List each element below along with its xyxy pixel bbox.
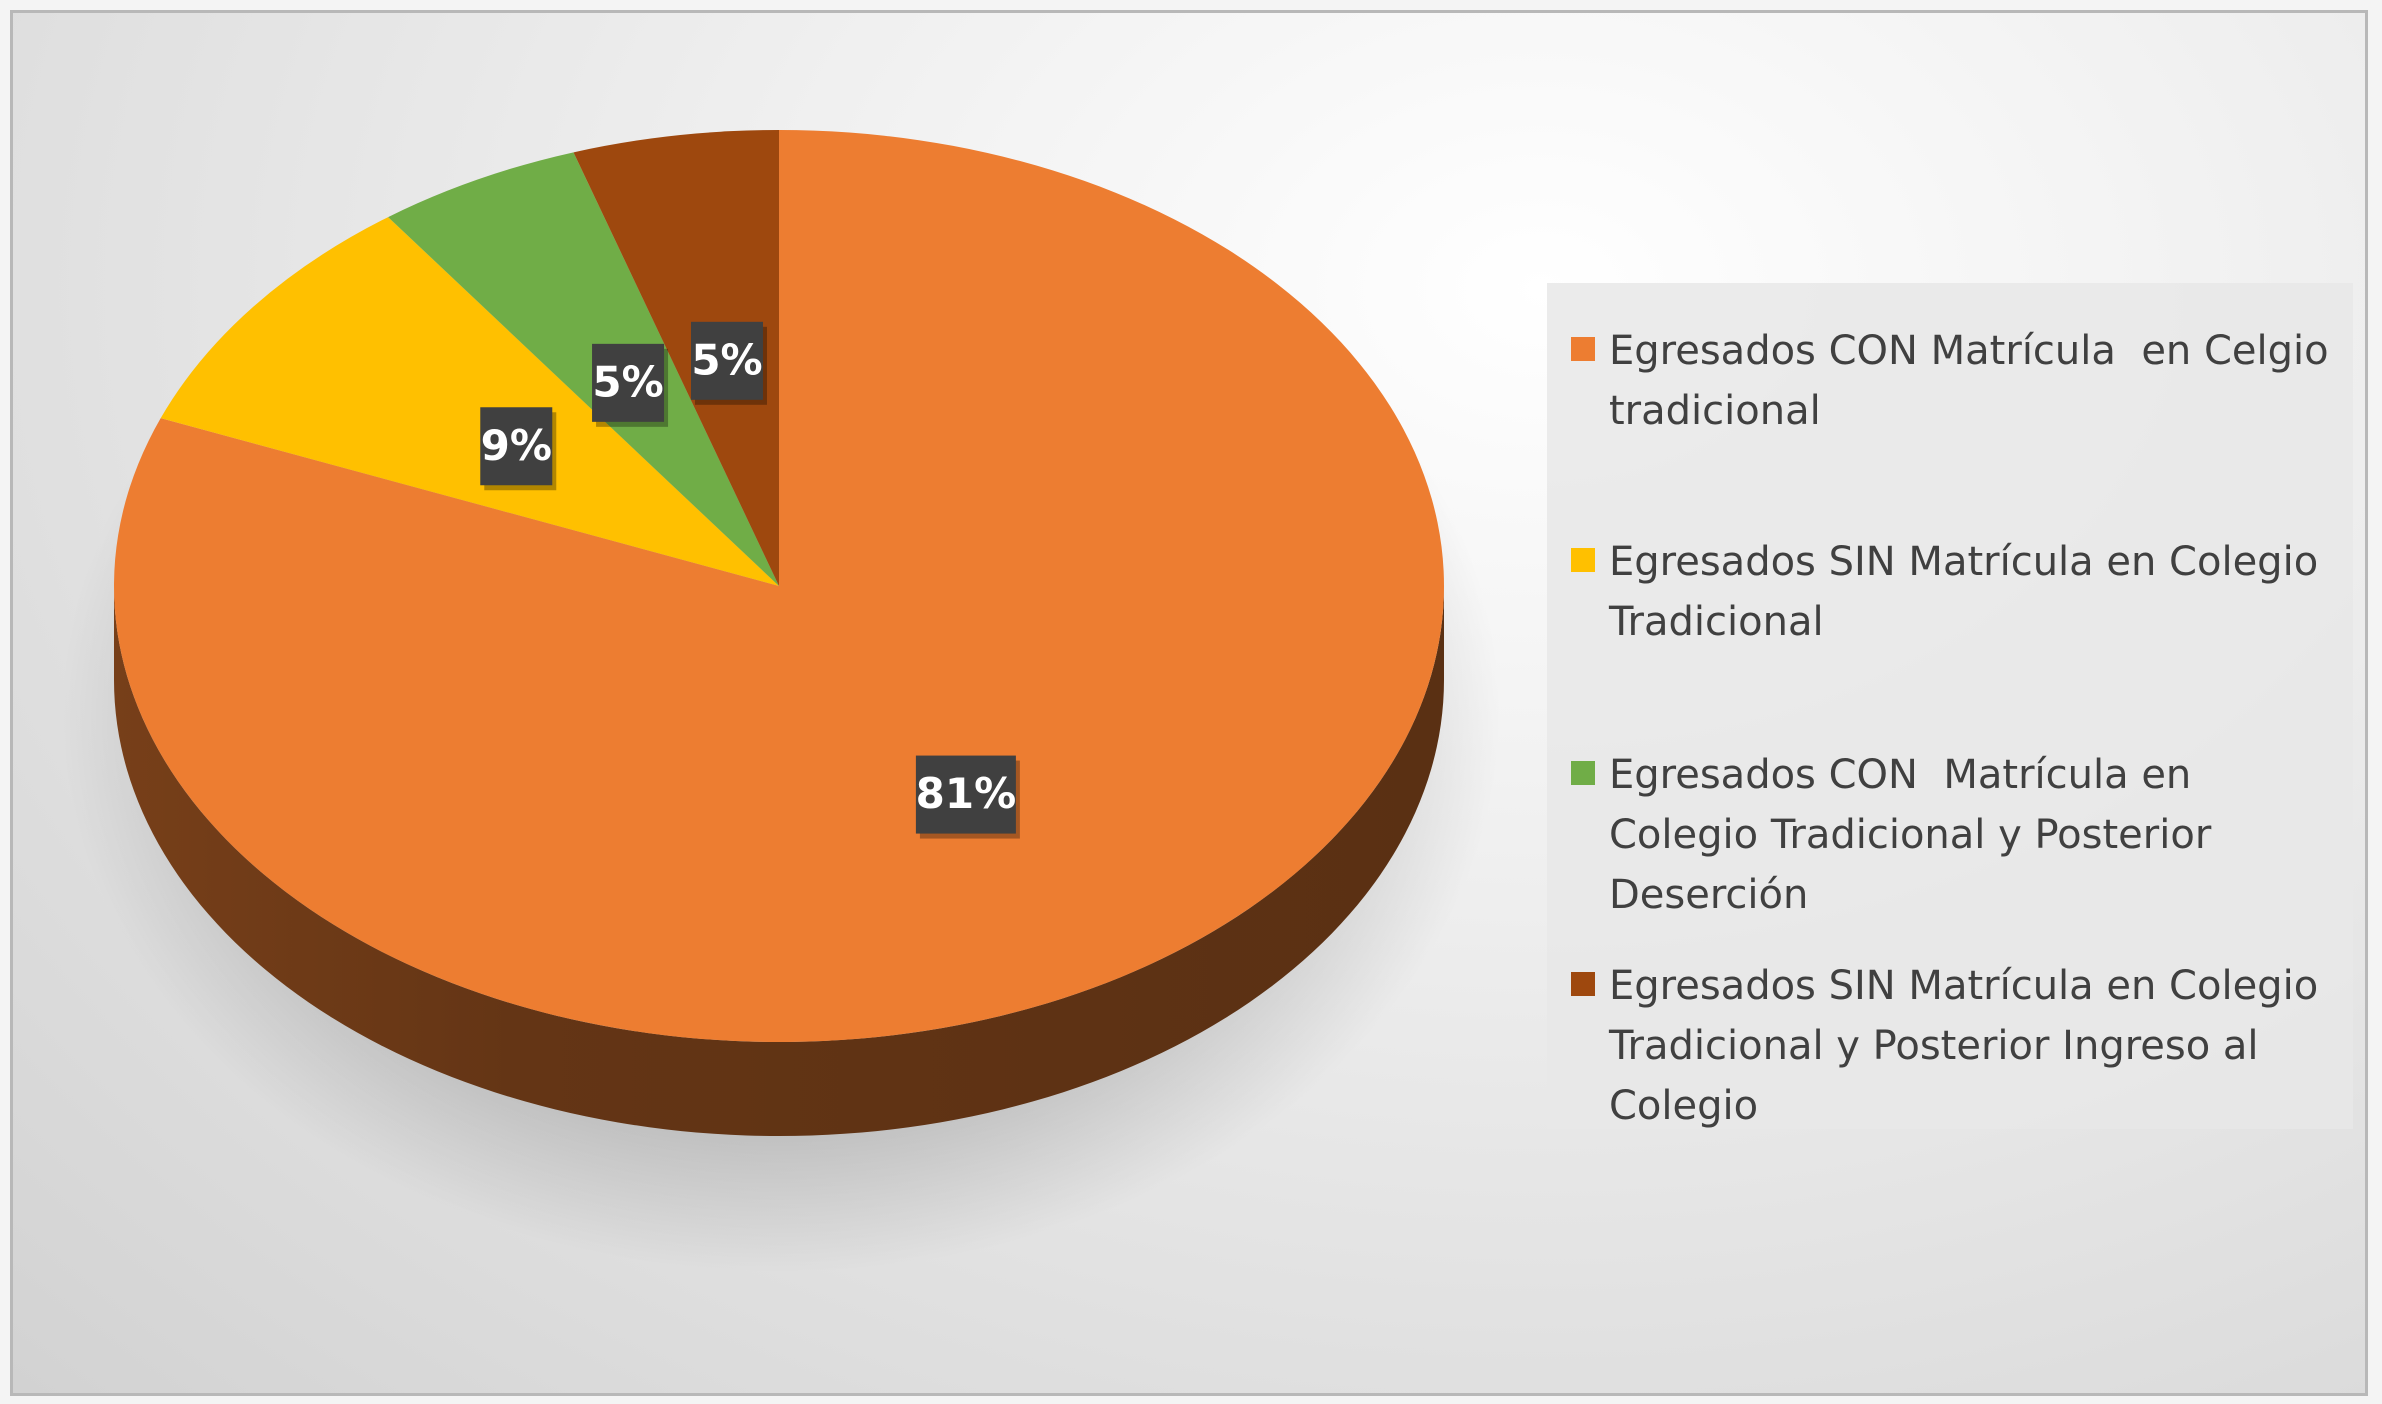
legend-item: Egresados SIN Matrícula en Colegio Tradi… [1571,532,2341,652]
data-label: 5% [691,335,762,384]
legend-item: Egresados CON Matrícula en Colegio Tradi… [1571,745,2341,925]
legend-swatch [1571,548,1595,572]
slice [388,152,779,586]
slice [573,130,779,586]
data-label: 5% [592,357,663,406]
legend: Egresados CON Matrícula en Celgio tradic… [1547,283,2353,1129]
data-label-box [915,755,1016,834]
slice-side [114,586,1444,1136]
legend-swatch [1571,337,1595,361]
data-label-box [690,321,763,400]
chart-area: 81% 9% 5% 5% Egresados CON Matrícula en Cel… [10,10,2368,1396]
legend-swatch [1571,761,1595,785]
legend-label: Egresados CON Matrícula en Colegio Tradi… [1609,752,2224,918]
data-label-box [592,343,665,422]
legend-label: Egresados CON Matrícula en Celgio tradic… [1609,328,2342,434]
data-label: 9% [481,421,552,470]
chart: 81% 9% 5% 5% [61,130,1501,1273]
data-label: 81% [916,769,1017,818]
legend-label: Egresados SIN Matrícula en Colegio Tradi… [1609,539,2331,645]
slice [160,217,780,586]
legend-item: Egresados CON Matrícula en Celgio tradic… [1571,321,2341,441]
legend-item: Egresados SIN Matrícula en Colegio Tradi… [1571,956,2341,1136]
legend-label: Egresados SIN Matrícula en Colegio Tradi… [1609,963,2331,1129]
data-label-box [480,407,553,486]
legend-swatch [1571,972,1595,996]
